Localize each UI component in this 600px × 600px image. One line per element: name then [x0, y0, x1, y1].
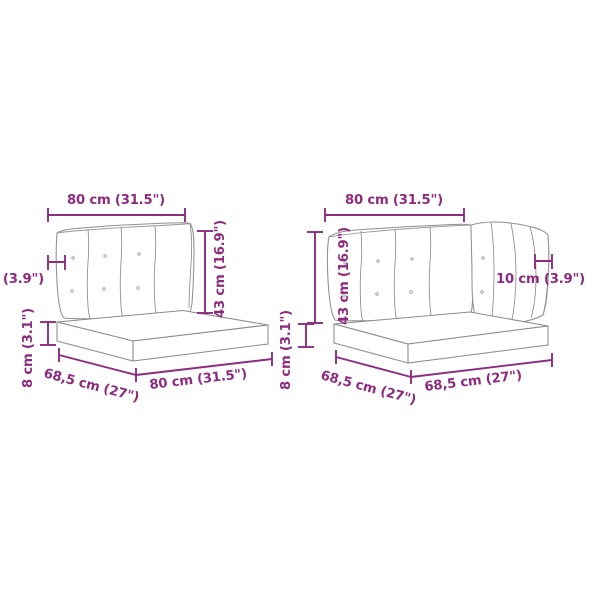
left-figure: 80 cm (31.5") 10 cm (3.9") 43 cm (16.9")…	[0, 193, 273, 406]
right-dim-back-height: 43 cm (16.9")	[307, 227, 352, 325]
right-seat-depth-right-label: 68,5 cm (27")	[424, 368, 523, 395]
left-seat-width-label: 80 cm (31.5")	[149, 367, 248, 393]
left-dim-top-width: 80 cm (31.5")	[47, 193, 186, 222]
right-figure: 80 cm (31.5") 43 cm (16.9") 10 cm (3.9")…	[279, 193, 585, 408]
left-seat-thickness-label: 8 cm (3.1")	[21, 308, 36, 388]
left-back-cushion	[55, 222, 195, 320]
right-back-cushion-right	[470, 221, 550, 327]
right-seat-cushion	[333, 311, 549, 364]
left-top-width-label: 80 cm (31.5")	[67, 193, 165, 208]
right-seat-thickness-label: 8 cm (3.1")	[279, 310, 294, 390]
left-dim-seat-thickness: 8 cm (3.1")	[21, 308, 56, 388]
left-dim-back-height: 43 cm (16.9")	[197, 220, 228, 318]
left-seat-cushion	[56, 309, 269, 362]
right-back-thickness-label: 10 cm (3.9")	[496, 272, 585, 287]
right-dim-top-width: 80 cm (31.5")	[324, 193, 465, 222]
right-dim-back-thickness: 10 cm (3.9")	[496, 254, 585, 287]
left-back-height-label: 43 cm (16.9")	[213, 220, 228, 318]
left-dim-back-thickness: 10 cm (3.9")	[0, 255, 66, 287]
right-dim-seat-thickness: 8 cm (3.1")	[279, 310, 314, 390]
right-top-width-label: 80 cm (31.5")	[345, 193, 443, 208]
right-back-cushion-left	[326, 223, 475, 322]
left-back-thickness-label: 10 cm (3.9")	[0, 272, 44, 287]
right-back-height-label: 43 cm (16.9")	[337, 227, 352, 325]
